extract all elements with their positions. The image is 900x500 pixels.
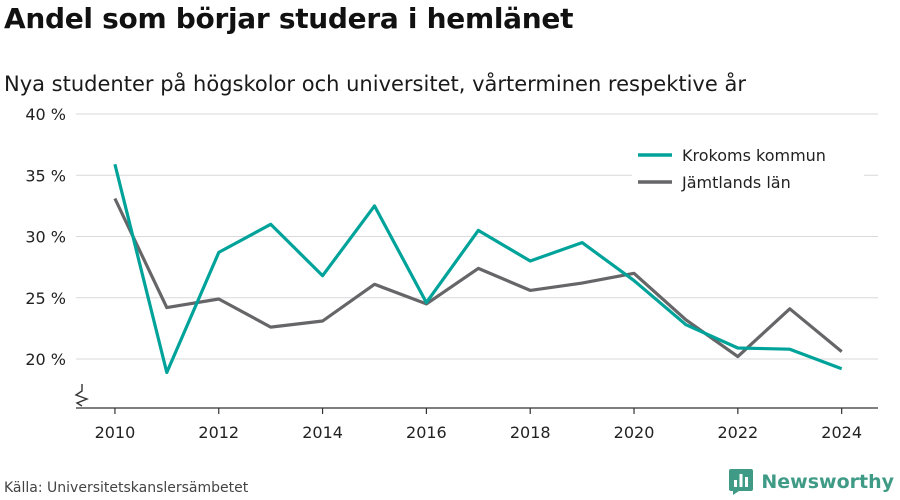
legend-background [632, 140, 864, 196]
zigzag-axis-break-icon [74, 384, 89, 407]
x-tick-label: 2024 [821, 423, 862, 442]
brand-name: Newsworthy [761, 471, 894, 493]
legend: Krokoms kommun Jämtlands län [632, 140, 864, 196]
chart-title: Andel som börjar studera i hemlänet [4, 2, 574, 35]
brand-logo[interactable]: Newsworthy [728, 468, 894, 496]
chart-subtitle: Nya studenter på högskolor och universit… [4, 72, 746, 96]
x-tick-label: 2018 [510, 423, 551, 442]
series-line-1 [113, 163, 843, 375]
y-tick-label: 30 % [25, 228, 66, 247]
legend-label-2: Jämtlands län [681, 173, 791, 192]
x-tick-label: 2014 [302, 423, 343, 442]
y-tick-label: 25 % [25, 289, 66, 308]
bar-chart-logo-icon [729, 469, 754, 495]
legend-label-1: Krokoms kommun [682, 146, 826, 165]
series-layer [113, 163, 843, 375]
line-chart: 20 % 25 % 30 % 35 % 40 % 2010 2012 2014 2016 2018… [25, 105, 878, 442]
y-tick-label: 40 % [25, 105, 66, 124]
x-tick-label: 2016 [406, 423, 447, 442]
x-tick-label: 2022 [717, 423, 758, 442]
y-tick-label: 20 % [25, 350, 66, 369]
source-note: Källa: Universitetskanslersämbetet [4, 480, 249, 496]
series-line-2 [113, 197, 843, 359]
axis-layer: 20 % 25 % 30 % 35 % 40 % 2010 2012 2014 2016 2018… [25, 105, 878, 442]
x-tick-label: 2012 [198, 423, 239, 442]
x-tick-label: 2020 [614, 423, 655, 442]
x-tick-label: 2010 [95, 423, 136, 442]
y-tick-label: 35 % [25, 166, 66, 185]
